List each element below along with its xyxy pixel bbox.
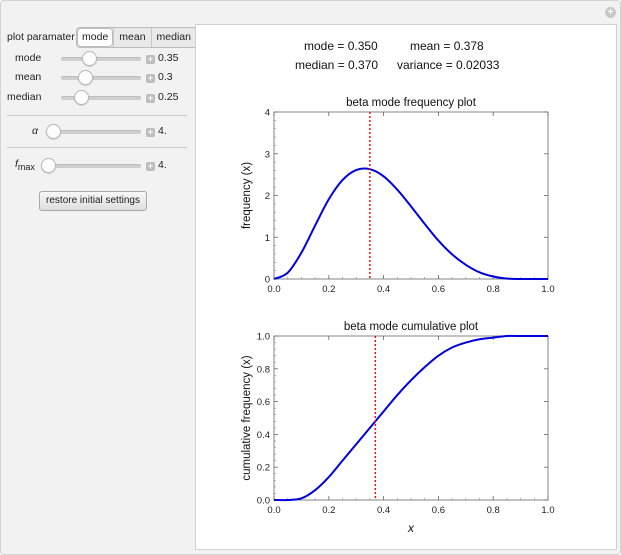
fmax-label-main: f — [15, 158, 18, 170]
x-tick-label: 0.6 — [432, 505, 445, 516]
restore-initial-settings-button[interactable]: restore initial settings — [39, 191, 147, 211]
fmax-slider-thumb[interactable] — [40, 158, 56, 173]
mean-value: 0.3 — [158, 71, 173, 83]
mean-slider-label: mean — [15, 71, 42, 83]
y-tick-label: 0 — [265, 275, 270, 286]
fmax-label-sub: max — [17, 162, 35, 173]
segment-median[interactable]: median — [150, 28, 196, 47]
x-axis-label: x — [407, 521, 415, 535]
plot-frame — [273, 111, 549, 280]
x-tick-label: 0.8 — [487, 284, 500, 295]
median-value: 0.25 — [158, 91, 179, 103]
alpha-slider[interactable] — [49, 130, 141, 134]
y-tick-label: 0.0 — [257, 496, 270, 507]
x-tick-label: 0.0 — [267, 284, 280, 295]
fmax-slider[interactable] — [44, 164, 141, 168]
mode-value: 0.35 — [158, 52, 179, 64]
plot-frame — [273, 335, 549, 501]
alpha-value: 4. — [158, 125, 167, 137]
mean-slider[interactable] — [61, 76, 141, 80]
fmax-value: 4. — [158, 159, 167, 171]
plots-canvas: beta mode frequency plot 0.0 0.2 0.4 0.6 0.8 1… — [241, 97, 555, 535]
mean-slider-thumb[interactable] — [78, 70, 93, 85]
fmax-slider-label: fmax — [15, 158, 35, 172]
output-panel: mode = 0.350 mean = 0.378 median = 0.370… — [195, 24, 617, 550]
x-tick-label: 0.4 — [377, 284, 390, 295]
median-slider[interactable] — [61, 96, 141, 100]
variance-stat: variance = 0.02033 — [397, 58, 500, 72]
x-tick-label: 0.0 — [267, 505, 280, 516]
chart-title: beta mode frequency plot — [346, 97, 477, 109]
separator — [7, 115, 187, 116]
y-axis-label: frequency (x) — [241, 162, 253, 229]
x-tick-label: 0.2 — [322, 284, 335, 295]
median-stat: median = 0.370 — [295, 58, 379, 72]
series-line — [273, 334, 548, 502]
y-tick-label: 1.0 — [257, 332, 270, 343]
y-tick-label: 1 — [265, 233, 270, 244]
alpha-slider-thumb[interactable] — [45, 124, 61, 139]
mean-stat: mean = 0.378 — [410, 39, 484, 53]
chart-title: beta mode cumulative plot — [344, 321, 479, 333]
median-slider-label: median — [7, 91, 42, 103]
separator — [7, 147, 187, 148]
alpha-slider-label: α — [32, 125, 38, 137]
y-tick-label: 0.2 — [257, 463, 270, 474]
y-tick-label: 3 — [265, 149, 270, 160]
options-plus-icon[interactable]: + — [605, 7, 616, 18]
x-tick-label: 1.0 — [541, 505, 554, 516]
mode-slider[interactable] — [61, 57, 141, 61]
mode-slider-thumb[interactable] — [82, 51, 97, 66]
mode-slider-label: mode — [15, 52, 42, 64]
mode-plus-icon[interactable]: + — [146, 54, 155, 64]
median-slider-thumb[interactable] — [74, 90, 89, 105]
y-tick-label: 0.4 — [257, 430, 270, 441]
plot-parameter-selector: mode mean median — [76, 27, 197, 48]
y-tick-label: 0.8 — [257, 364, 270, 375]
median-plus-icon[interactable]: + — [146, 93, 155, 103]
series-line — [273, 167, 548, 281]
y-tick-label: 4 — [265, 108, 270, 119]
x-tick-label: 0.4 — [377, 505, 390, 516]
mode-stat: mode = 0.350 — [304, 39, 378, 53]
x-tick-label: 1.0 — [541, 284, 554, 295]
fmax-plus-icon[interactable]: + — [146, 161, 155, 171]
segment-mean[interactable]: mean — [113, 28, 150, 47]
y-tick-label: 2 — [265, 191, 270, 202]
alpha-plus-icon[interactable]: + — [146, 127, 155, 137]
x-tick-label: 0.2 — [322, 505, 335, 516]
plot-parameter-label: plot paramater — [7, 31, 75, 43]
y-axis-label: cumulative frequency (x) — [241, 355, 253, 480]
y-tick-label: 0.6 — [257, 397, 270, 408]
x-tick-label: 0.8 — [487, 505, 500, 516]
segment-mode[interactable]: mode — [77, 28, 114, 47]
mean-plus-icon[interactable]: + — [146, 73, 155, 83]
x-tick-label: 0.6 — [432, 284, 445, 295]
